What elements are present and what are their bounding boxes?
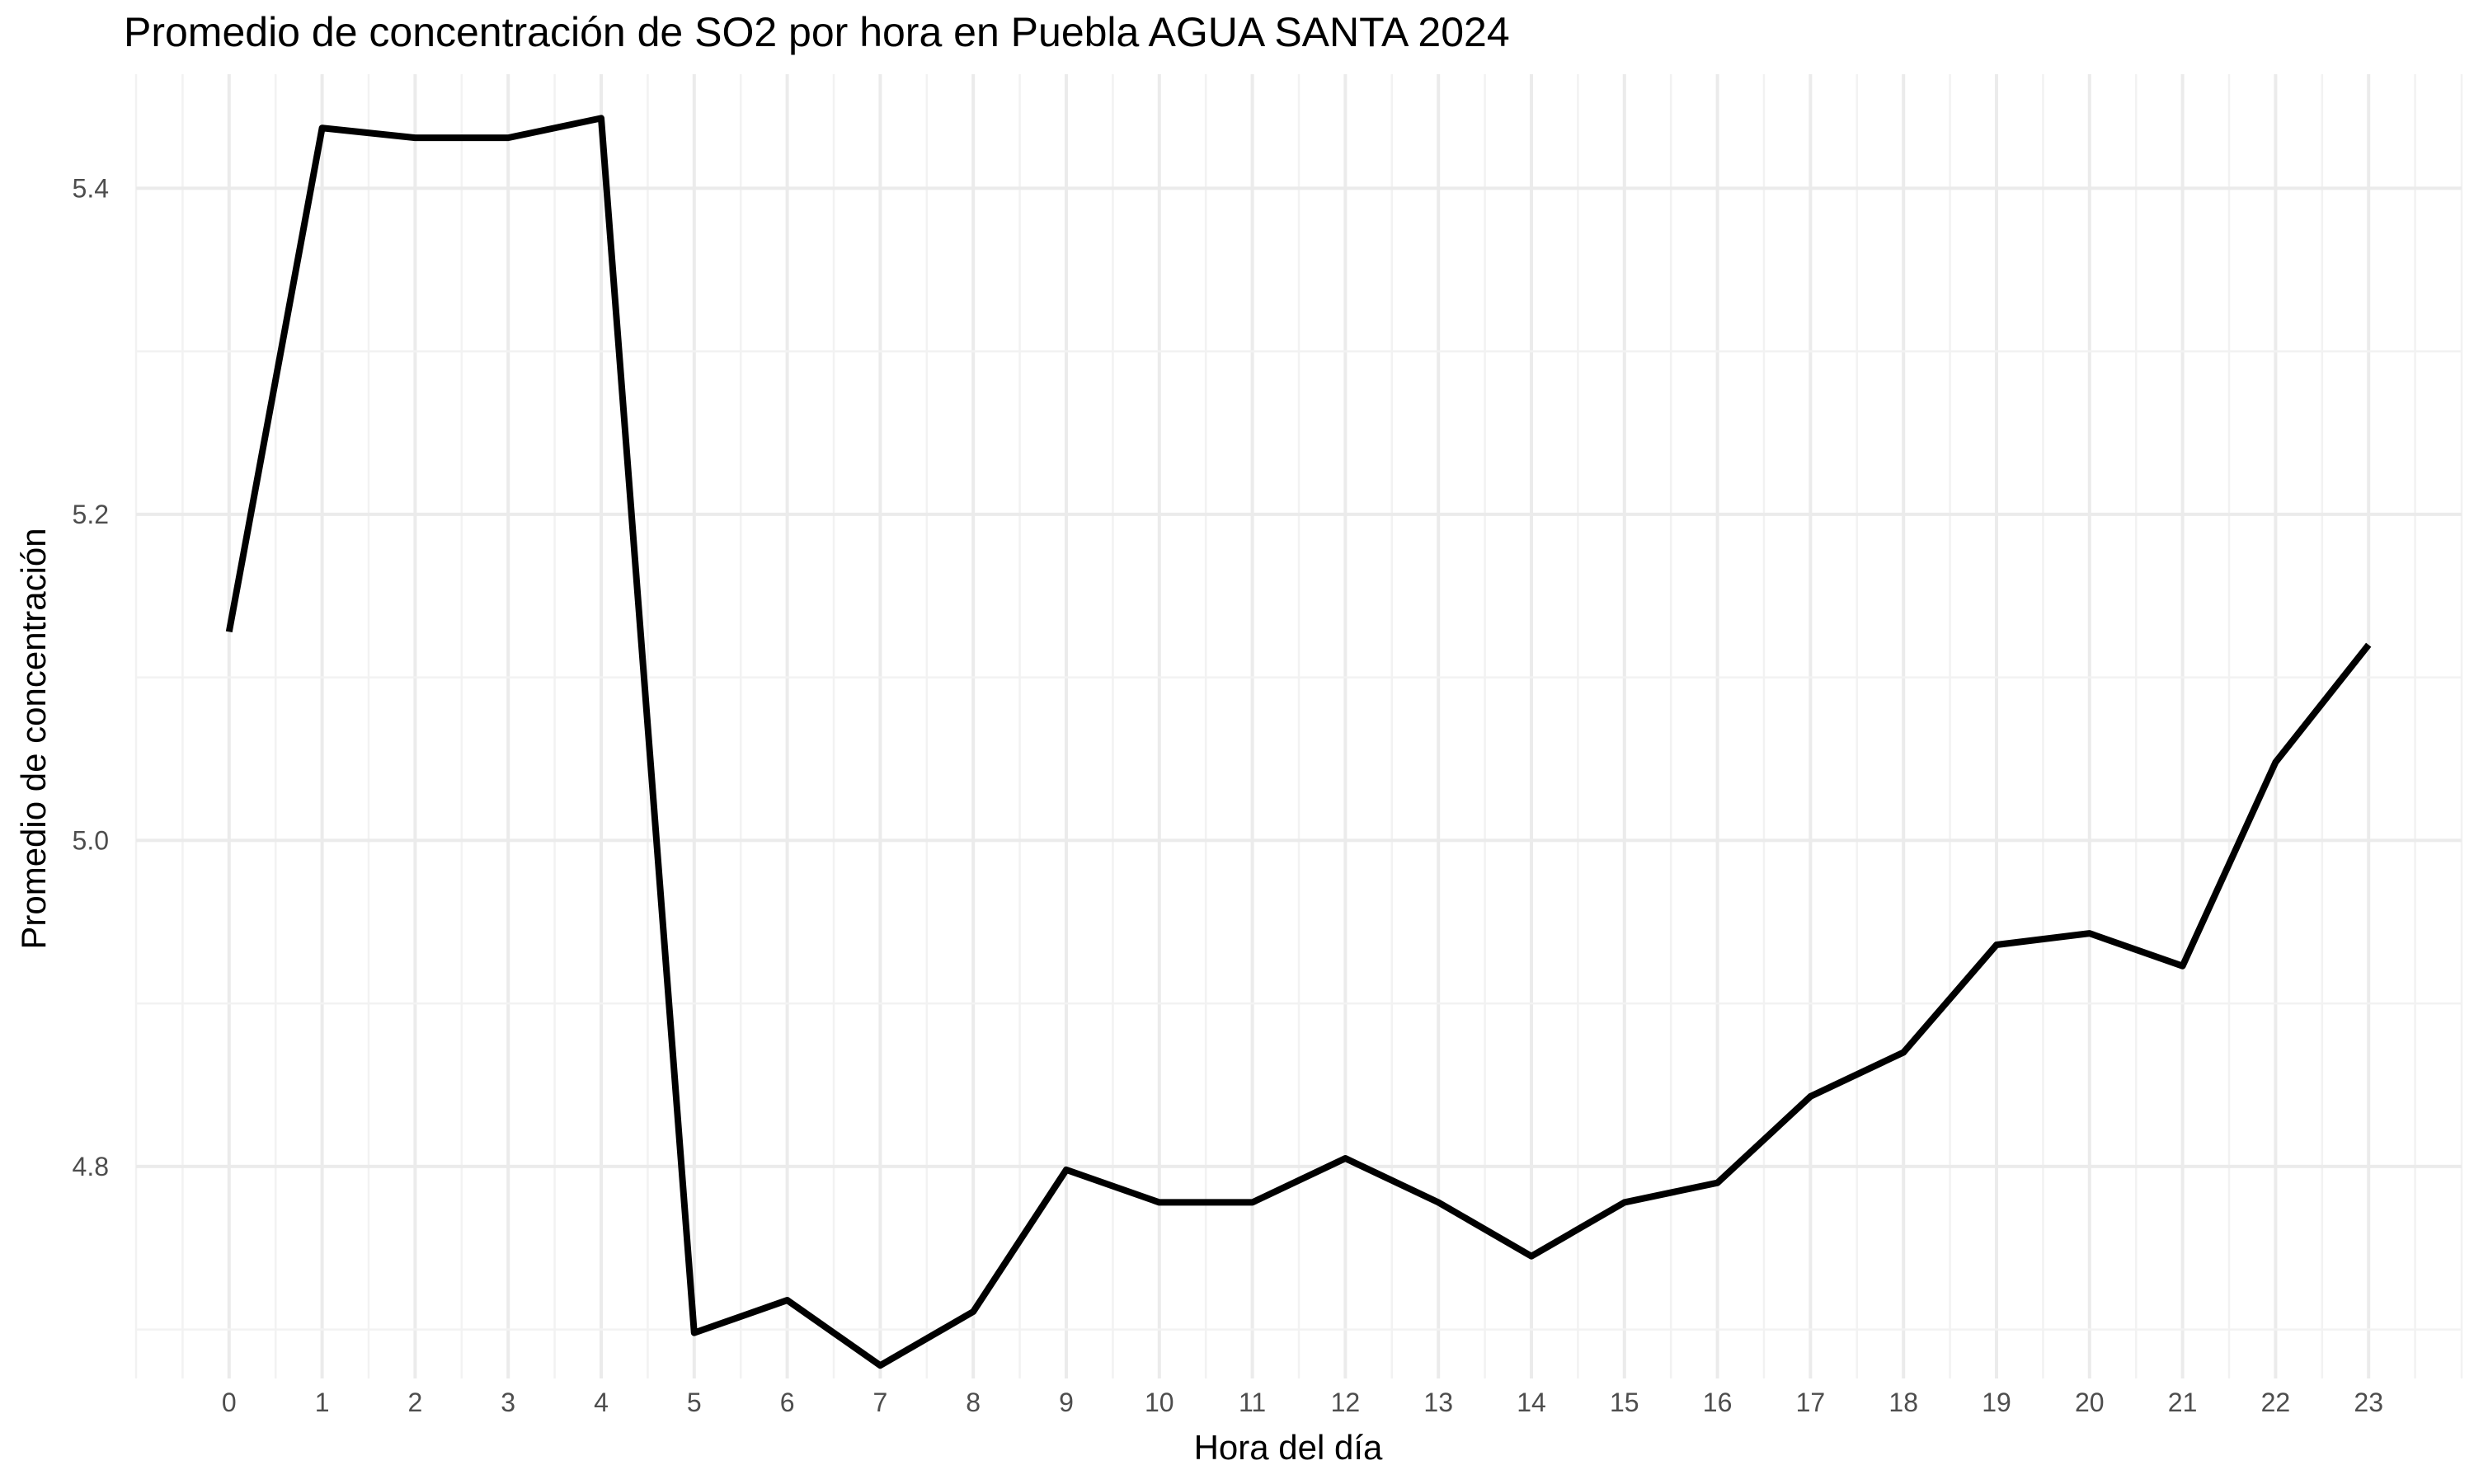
- x-tick-label: 7: [873, 1388, 888, 1417]
- y-axis-title: Promedio de concentración: [14, 528, 53, 949]
- x-tick-label: 3: [501, 1388, 515, 1417]
- x-tick-label: 17: [1796, 1388, 1826, 1417]
- x-tick-label: 19: [1982, 1388, 2011, 1417]
- y-tick-label: 5.2: [73, 500, 109, 529]
- x-tick-label: 10: [1145, 1388, 1174, 1417]
- x-tick-label: 23: [2354, 1388, 2383, 1417]
- x-tick-label: 15: [1610, 1388, 1639, 1417]
- x-tick-label: 14: [1517, 1388, 1546, 1417]
- series-line: [225, 115, 2372, 1369]
- x-tick-label: 21: [2168, 1388, 2198, 1417]
- x-tick-label: 6: [780, 1388, 795, 1417]
- x-tick-label: 11: [1239, 1388, 1266, 1417]
- y-tick-label: 5.4: [73, 173, 109, 203]
- chart-title: Promedio de concentración de SO2 por hor…: [124, 9, 1510, 55]
- grid-lines: [134, 74, 2463, 1378]
- x-tick-label: 16: [1703, 1388, 1733, 1417]
- y-axis-tick-labels: 4.8 5.0 5.2 5.4: [73, 173, 109, 1181]
- x-tick-label: 9: [1059, 1388, 1074, 1417]
- x-tick-label: 4: [594, 1388, 609, 1417]
- x-tick-label: 22: [2261, 1388, 2291, 1417]
- x-tick-label: 12: [1331, 1388, 1361, 1417]
- y-tick-label: 4.8: [73, 1152, 109, 1181]
- x-tick-label: 2: [408, 1388, 423, 1417]
- series-layer: [225, 115, 2372, 1369]
- x-tick-label: 8: [966, 1388, 981, 1417]
- x-axis-title: Hora del día: [1194, 1428, 1383, 1467]
- x-tick-label: 5: [687, 1388, 702, 1417]
- x-tick-label: 13: [1423, 1388, 1453, 1417]
- x-tick-label: 20: [2075, 1388, 2105, 1417]
- x-tick-label: 0: [222, 1388, 237, 1417]
- x-axis-tick-labels: 0 1 2 3 4 5 6 7 8 9 10 11 12 13 14 15 16 17 18 19 20 21 22 23: [222, 1388, 2383, 1417]
- x-tick-label: 18: [1888, 1388, 1918, 1417]
- y-tick-label: 5.0: [73, 825, 109, 855]
- x-tick-label: 1: [315, 1388, 330, 1417]
